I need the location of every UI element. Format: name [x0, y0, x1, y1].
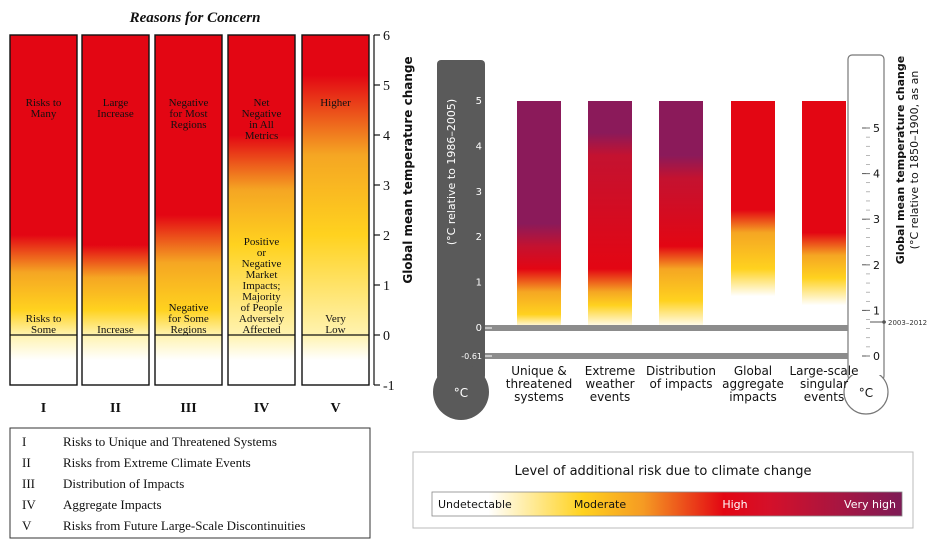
rfc-column-1 — [9, 34, 78, 386]
right-temp-tick-label: 4 — [873, 168, 880, 181]
right-temp-tick-label: 5 — [873, 122, 880, 135]
category-label-1: Unique & threatened systems — [506, 364, 572, 404]
risk-bar-1 — [517, 101, 561, 328]
rfc-legend-num: III — [22, 476, 35, 491]
rfc-roman-3: III — [180, 401, 196, 416]
rfc-column-top-text-4: Net Negative in All Metrics — [242, 97, 282, 142]
left-temp-tick-label: 3 — [476, 187, 482, 198]
rfc-legend-text: Risks from Extreme Climate Events — [63, 455, 251, 470]
rfc-legend-num: IV — [22, 497, 36, 512]
left-chart-ylabel: Global mean temperature change — [401, 56, 415, 283]
rfc-column-bottom-text-3: Negative for Some Regions — [168, 302, 209, 336]
risk-level-label-2: Moderate — [574, 498, 627, 511]
right-temp-tick-label: 2 — [873, 259, 880, 272]
left-axis-label: (°C relative to 1986–2005) — [445, 99, 458, 245]
left-y-tick-label: 3 — [383, 179, 390, 194]
risk-legend-gradient — [431, 491, 903, 517]
rfc-legend-text: Risks from Future Large-Scale Discontinu… — [63, 518, 305, 533]
right-temp-tick-label: 1 — [873, 304, 880, 317]
rfc-column-2 — [81, 34, 150, 386]
rfc-column-bottom-text-4: Positive or Negative Market Impacts; Majority… — [239, 236, 285, 336]
category-label-2: Extreme weather events — [585, 364, 636, 404]
left-temp-tick-label: -0.61 — [461, 352, 482, 361]
rfc-column-bottom-text-1: Risks to Some — [26, 313, 62, 336]
rfc-column-top-text-1: Risks to Many — [26, 97, 62, 120]
left-temp-tick-label: 1 — [476, 278, 482, 289]
reference-period-label: 2003–2012 — [888, 319, 927, 327]
risk-level-label-4: Very high — [844, 498, 896, 511]
right-temp-tick-label: 0 — [873, 350, 880, 363]
rfc-legend-num: I — [22, 434, 26, 449]
rfc-column-top-text-3: Negative for Most Regions — [169, 97, 209, 131]
right-thermometer-unit: °C — [859, 386, 873, 400]
rfc-column-bottom-text-5: Very Low — [325, 313, 346, 336]
rfc-legend-num: II — [22, 455, 31, 470]
risk-level-label-1: Undetectable — [438, 498, 512, 511]
left-temp-tick-label: 2 — [476, 232, 482, 243]
rfc-legend-text: Aggregate Impacts — [63, 497, 162, 512]
category-label-5: Large-scale singular events — [789, 364, 858, 404]
risk-bar-base-5 — [802, 328, 846, 356]
left-thermometer-unit: °C — [454, 386, 468, 400]
risk-bar-5 — [802, 101, 846, 328]
left-temp-tick-label: 0 — [476, 323, 482, 334]
baseline-reference-bar — [485, 353, 848, 359]
right-chart: °C (°C relative to 1986–2005) °C Global … — [412, 54, 927, 529]
rfc-roman-5: V — [330, 401, 340, 416]
left-thermometer-tube — [437, 60, 485, 380]
rfc-column-5 — [301, 34, 370, 386]
left-chart: Reasons for Concern Risks to Many Risks to… — [9, 10, 415, 539]
rfc-roman-4: IV — [254, 401, 270, 416]
rfc-column-3 — [154, 34, 223, 386]
right-axis-label-sub: (°C relative to 1850–1900, as an — [908, 71, 921, 250]
risk-bar-2 — [588, 101, 632, 328]
rfc-column-bottom-text-2: Increase — [97, 324, 134, 336]
risk-legend: Level of additional risk due to climate … — [412, 451, 914, 529]
left-y-tick-label: 0 — [383, 329, 390, 344]
rfc-roman-2: II — [110, 401, 121, 416]
left-y-tick-label: 1 — [383, 279, 390, 294]
category-label-4: Global aggregate impacts — [722, 364, 784, 404]
risk-bar-base-4 — [731, 328, 775, 356]
left-y-tick-label: -1 — [383, 379, 395, 394]
risk-level-label-3: High — [722, 498, 747, 511]
reference-marker-dot — [882, 320, 886, 324]
zero-reference-bar — [485, 325, 848, 331]
right-axis-label-main: Global mean temperature change — [894, 56, 907, 264]
risk-bar-4 — [731, 101, 775, 328]
rfc-column-top-text-2: Large Increase — [97, 97, 134, 120]
risk-legend-title: Level of additional risk due to climate … — [514, 464, 811, 479]
rfc-legend-text: Risks to Unique and Threatened Systems — [63, 434, 277, 449]
risk-bar-base-3 — [659, 328, 703, 356]
left-y-tick-label: 2 — [383, 229, 390, 244]
left-y-tick-label: 6 — [383, 29, 390, 44]
rfc-roman-1: I — [41, 401, 46, 416]
rfc-legend-num: V — [22, 518, 32, 533]
rfc-legend-text: Distribution of Impacts — [63, 476, 184, 491]
left-chart-title: Reasons for Concern — [129, 10, 261, 26]
rfc-legend-frame — [9, 427, 371, 539]
left-y-tick-label: 4 — [383, 129, 390, 144]
left-temp-tick-label: 5 — [476, 96, 482, 107]
risk-bar-3 — [659, 101, 703, 328]
risk-bar-base-2 — [588, 328, 632, 356]
rfc-column-top-text-5: Higher — [320, 97, 351, 109]
left-thermometer-bulb — [433, 364, 489, 420]
right-temp-tick-label: 3 — [873, 213, 880, 226]
left-temp-tick-label: 4 — [476, 141, 482, 152]
risk-bar-base-1 — [517, 328, 561, 356]
category-label-3: Distribution of impacts — [646, 364, 716, 391]
left-y-tick-label: 5 — [383, 79, 390, 94]
rfc-column-4 — [227, 34, 296, 386]
